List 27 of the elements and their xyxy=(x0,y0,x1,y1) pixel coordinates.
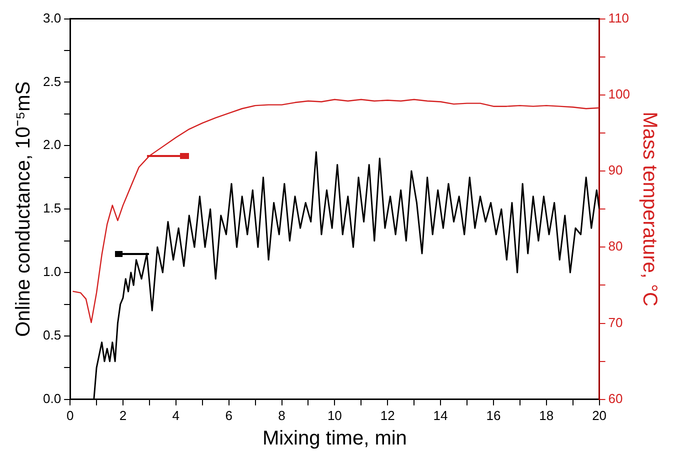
y-tick-label: 2.0 xyxy=(42,137,62,152)
x-tick-label: 14 xyxy=(433,408,448,423)
x-tick-label: 8 xyxy=(278,408,286,423)
y-tick-label: 2.5 xyxy=(42,74,62,89)
x-tick-label: 12 xyxy=(380,408,395,423)
y-tick-label: 1.5 xyxy=(42,200,62,216)
x-tick-label: 6 xyxy=(225,408,232,423)
y-tick-label: 3.0 xyxy=(42,10,62,26)
y2-tick-label: 60 xyxy=(608,390,623,406)
y2-tick-label: 110 xyxy=(608,10,630,26)
x-tick-label: 4 xyxy=(172,408,180,423)
x-tick-label: 18 xyxy=(539,408,554,423)
x-tick-label: 10 xyxy=(327,408,342,423)
y2-tick-label: 90 xyxy=(608,162,623,178)
x-tick-label: 20 xyxy=(592,408,607,423)
y-axis-title: Online conductance, 10⁻⁵mS xyxy=(12,81,35,337)
y-tick-label: 0.0 xyxy=(42,390,62,406)
x-axis-title: Mixing time, min xyxy=(262,428,407,450)
y2-tick-label: 70 xyxy=(608,314,623,330)
y-tick-label: 1.0 xyxy=(42,264,62,280)
y2-axis-title: Mass temperature, °C xyxy=(638,112,660,306)
x-tick-label: 16 xyxy=(486,408,501,423)
y2-tick-label: 100 xyxy=(608,86,630,102)
x-tick-label: 0 xyxy=(66,408,74,423)
x-tick-label: 2 xyxy=(119,408,127,423)
y-tick-label: 0.5 xyxy=(42,328,62,343)
y2-tick-label: 80 xyxy=(608,238,623,254)
